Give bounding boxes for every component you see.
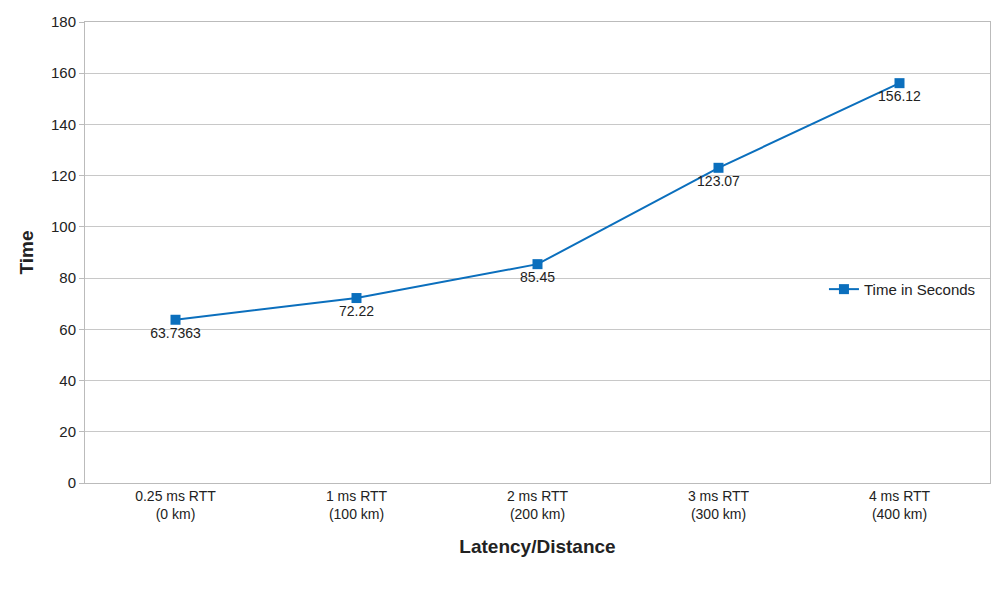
svg-text:3 ms RTT(300 km): 3 ms RTT(300 km) <box>688 488 750 522</box>
svg-text:123.07: 123.07 <box>697 173 740 189</box>
svg-text:100: 100 <box>51 218 76 235</box>
svg-text:60: 60 <box>59 321 76 338</box>
svg-text:72.22: 72.22 <box>339 303 374 319</box>
svg-text:Time: Time <box>16 230 37 274</box>
svg-text:0: 0 <box>68 474 76 491</box>
svg-text:80: 80 <box>59 269 76 286</box>
svg-text:63.7363: 63.7363 <box>150 325 201 341</box>
svg-text:0.25 ms RTT(0 km): 0.25 ms RTT(0 km) <box>135 488 216 522</box>
svg-text:156.12: 156.12 <box>878 88 921 104</box>
svg-text:2 ms RTT(200 km): 2 ms RTT(200 km) <box>507 488 569 522</box>
svg-text:85.45: 85.45 <box>520 269 555 285</box>
svg-text:120: 120 <box>51 167 76 184</box>
svg-text:40: 40 <box>59 372 76 389</box>
svg-text:20: 20 <box>59 423 76 440</box>
svg-text:Latency/Distance: Latency/Distance <box>459 536 615 557</box>
svg-text:1 ms RTT(100 km): 1 ms RTT(100 km) <box>326 488 388 522</box>
svg-text:140: 140 <box>51 116 76 133</box>
svg-text:160: 160 <box>51 64 76 81</box>
svg-text:180: 180 <box>51 13 76 30</box>
svg-text:Time in Seconds: Time in Seconds <box>864 281 975 298</box>
svg-text:4 ms RTT(400 km): 4 ms RTT(400 km) <box>869 488 931 522</box>
